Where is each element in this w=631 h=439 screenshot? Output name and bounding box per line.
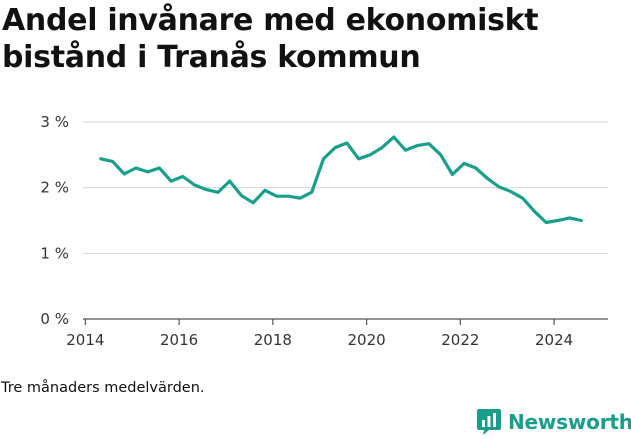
- y-tick-label: 2 %: [40, 179, 69, 197]
- bar-chart-speech-icon: [477, 409, 501, 435]
- y-tick-label: 1 %: [40, 244, 69, 262]
- x-tick-label: 2014: [66, 331, 104, 349]
- newsworthy-logo[interactable]: Newsworthy: [476, 408, 631, 436]
- data-line: [99, 135, 583, 225]
- x-tick-label: 2020: [348, 331, 386, 349]
- line-chart: 0 % 1 % 2 % 3 % 2014 2016 2018 2020 2022 2024: [40, 113, 608, 349]
- x-tick-label: 2024: [535, 331, 573, 349]
- chart-title: Andel invånare med ekonomiskt bistånd i …: [2, 3, 539, 75]
- y-tick-label: 3 %: [40, 113, 69, 131]
- y-tick-label: 0 %: [40, 310, 69, 328]
- brand-name: Newsworthy: [508, 410, 631, 434]
- footnote: Tre månaders medelvärden.: [1, 380, 205, 396]
- x-tick-label: 2022: [441, 331, 479, 349]
- x-tick-label: 2016: [160, 331, 198, 349]
- x-tick-label: 2018: [254, 331, 292, 349]
